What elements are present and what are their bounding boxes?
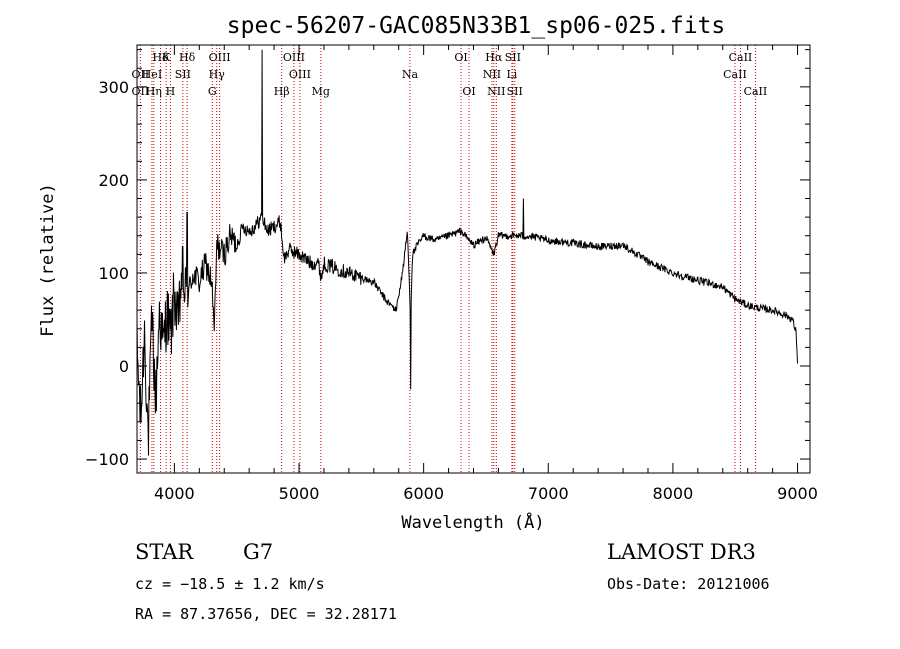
spectral-line-label: Na <box>402 68 419 81</box>
spectral-line-markers <box>139 45 756 473</box>
y-tick-label: 100 <box>98 264 129 283</box>
object-subclass: G7 <box>243 540 273 564</box>
observation-date: Obs-Date: 20121006 <box>607 575 770 593</box>
spectral-line-label: SII <box>505 51 521 64</box>
spectral-line-label: Hδ <box>179 51 196 64</box>
y-tick-label: 0 <box>119 357 129 376</box>
spectral-line-label: NII <box>483 68 501 81</box>
spectral-line-label: SII <box>175 68 191 81</box>
x-tick-label: 5000 <box>279 484 320 503</box>
spectral-line-label: Li <box>506 68 517 81</box>
spectral-line-label: OIII <box>283 51 305 64</box>
spectral-line-label: OIII <box>289 68 311 81</box>
y-tick-label: 200 <box>98 171 129 190</box>
spectral-line-label: OII <box>132 85 150 98</box>
spectral-line-label: Hα <box>485 51 503 64</box>
spectral-line-label: OI <box>462 85 475 98</box>
spectral-line-label: CaII <box>723 68 747 81</box>
redshift-velocity: cz = −18.5 ± 1.2 km/s <box>135 575 325 593</box>
spectrum-line <box>136 49 798 456</box>
spectral-line-label: Hδ <box>152 51 169 64</box>
x-tick-label: 4000 <box>154 484 195 503</box>
x-axis-label: Wavelength (Å) <box>401 511 544 533</box>
spectral-line-label: HeI <box>142 68 162 81</box>
spectral-line-label: OIII <box>209 51 231 64</box>
y-tick-label: −100 <box>85 450 129 469</box>
chart-title: spec-56207-GAC085N33B1_sp06-025.fits <box>227 13 726 39</box>
y-axis-label: Flux (relative) <box>38 183 58 337</box>
axis-ticks <box>137 45 810 473</box>
x-tick-label: 8000 <box>653 484 694 503</box>
spectral-line-label: OI <box>454 51 467 64</box>
axis-tick-labels: 4000 5000 6000 7000 8000 9000 −100 0 100 200 300 <box>85 78 818 503</box>
survey-name: LAMOST DR3 <box>607 540 756 564</box>
coordinates: RA = 87.37656, DEC = 32.28171 <box>135 605 397 623</box>
spectral-line-label: OII <box>132 68 150 81</box>
spectral-line-label: Hβ <box>274 85 290 98</box>
spectral-line-label: CaII <box>729 51 753 64</box>
spectral-line-label: K <box>162 51 171 64</box>
spectral-line-label: G <box>208 85 217 98</box>
object-class: STAR <box>135 540 194 564</box>
x-tick-label: 6000 <box>403 484 444 503</box>
spectral-line-label: H <box>166 85 176 98</box>
spectral-line-label: Mg <box>312 85 330 98</box>
x-tick-label: 7000 <box>528 484 569 503</box>
x-tick-label: 9000 <box>777 484 818 503</box>
spectrum-series <box>136 49 798 456</box>
plot-frame <box>136 44 811 474</box>
spectral-line-label: SII <box>507 85 523 98</box>
spectral-line-label: NII <box>487 85 505 98</box>
spectral-line-label: CaII <box>744 85 768 98</box>
spectral-line-label: Hγ <box>209 68 226 81</box>
spectral-line-label: Hη <box>146 85 162 98</box>
y-tick-label: 300 <box>98 78 129 97</box>
